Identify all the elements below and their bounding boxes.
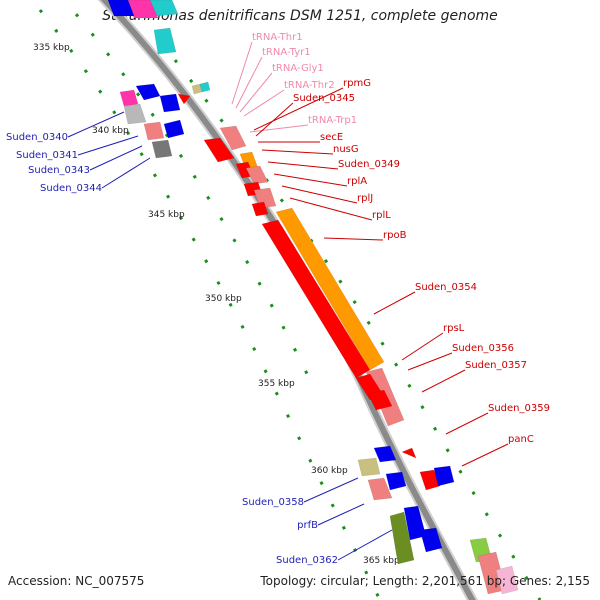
gene-block-pink-1 bbox=[143, 121, 165, 141]
label-suden_0354: Suden_0354 bbox=[415, 282, 477, 293]
leader-nusg bbox=[261, 149, 334, 155]
label-rpsl: rpsL bbox=[443, 323, 465, 334]
label-trna-thr1: tRNA-Thr1 bbox=[252, 32, 303, 43]
label-suden_0340: Suden_0340 bbox=[6, 132, 68, 143]
leader-suden_0345 bbox=[255, 102, 294, 137]
label-trna-thr2: tRNA-Thr2 bbox=[284, 80, 335, 91]
label-panc: panC bbox=[508, 434, 534, 445]
label-suden_0358: Suden_0358 bbox=[242, 497, 304, 508]
label-suden_0349: Suden_0349 bbox=[338, 159, 400, 170]
gene-block-red-tri bbox=[177, 93, 191, 105]
gene-block-blue-2 bbox=[135, 83, 161, 101]
leader-trna-thr2 bbox=[243, 89, 285, 117]
label-rplj: rplJ bbox=[357, 193, 373, 204]
label-suden_0357: Suden_0357 bbox=[465, 360, 527, 371]
gene-block-tan-2 bbox=[357, 457, 381, 477]
leader-trna-tyr1 bbox=[235, 56, 263, 109]
leader-suden_0357 bbox=[421, 369, 466, 393]
leader-panc bbox=[461, 443, 509, 467]
gene-block-red-6 bbox=[367, 389, 393, 411]
leader-suden_0358 bbox=[303, 477, 359, 503]
gene-block-pink-6 bbox=[367, 477, 393, 501]
leader-rpll bbox=[289, 197, 373, 221]
gene-block-orange-long bbox=[275, 207, 385, 371]
gene-block-blue-5 bbox=[373, 445, 397, 463]
leader-rpla bbox=[273, 173, 348, 187]
tick-label-2: 340 kbp bbox=[92, 126, 129, 136]
label-rpla: rplA bbox=[347, 176, 367, 187]
label-sece: secE bbox=[320, 132, 343, 143]
gene-block-lightpink bbox=[495, 565, 519, 595]
leader-suden_0356 bbox=[407, 352, 453, 371]
gene-block-red-4 bbox=[251, 201, 269, 217]
label-trna-trp1: tRNA-Trp1 bbox=[308, 115, 357, 126]
leader-prfb bbox=[317, 503, 365, 526]
gene-block-olive bbox=[389, 511, 415, 565]
gene-block-gray-1 bbox=[123, 103, 147, 125]
gene-block-magenta-2 bbox=[119, 89, 139, 107]
accession-text: Accession: NC_007575 bbox=[8, 574, 145, 588]
tick-label-7: 365 kbp bbox=[363, 556, 400, 566]
tick-label-1: 335 kbp bbox=[33, 43, 70, 53]
label-nusg: nusG bbox=[333, 144, 359, 155]
gene-block-red-tri-2 bbox=[401, 447, 417, 459]
label-suden_0341: Suden_0341 bbox=[16, 150, 78, 161]
leader-suden_0340 bbox=[67, 111, 125, 138]
leader-suden_0362 bbox=[337, 529, 393, 561]
gene-block-red-1 bbox=[203, 137, 235, 163]
leader-trna-trp1 bbox=[249, 124, 309, 133]
leader-trna-gly1 bbox=[239, 72, 273, 113]
leader-rplj bbox=[281, 185, 358, 204]
gene-block-red-long bbox=[261, 219, 371, 379]
leader-suden_0341 bbox=[77, 135, 139, 156]
label-suden_0344: Suden_0344 bbox=[40, 183, 102, 194]
gene-block-pink-2 bbox=[219, 125, 247, 151]
label-suden_0359: Suden_0359 bbox=[488, 403, 550, 414]
tick-label-4: 350 kbp bbox=[205, 294, 242, 304]
label-rpmg: rpmG bbox=[343, 78, 371, 89]
gene-block-cyan-2 bbox=[153, 27, 177, 55]
gene-block-blue-8 bbox=[419, 527, 443, 553]
label-rpob: rpoB bbox=[383, 230, 407, 241]
genome-summary-text: Topology: circular; Length: 2,201,561 bp… bbox=[260, 574, 590, 588]
leader-suden_0359 bbox=[445, 412, 489, 435]
label-trna-gly1: tRNA-Gly1 bbox=[272, 63, 324, 74]
gene-block-blue-3 bbox=[159, 93, 181, 113]
tick-guide-2 bbox=[62, 0, 312, 381]
leader-rpsl bbox=[401, 332, 444, 361]
label-suden_0356: Suden_0356 bbox=[452, 343, 514, 354]
label-prfb: prfB bbox=[297, 520, 318, 531]
leader-suden_0349 bbox=[267, 161, 339, 170]
gene-block-blue-4 bbox=[163, 119, 185, 139]
leader-rpob bbox=[323, 237, 384, 241]
map-title: Sulfurimonas denitrificans DSM 1251, com… bbox=[102, 8, 498, 24]
gene-block-cyan-3 bbox=[199, 81, 211, 93]
gene-block-pink-3 bbox=[245, 165, 269, 185]
tick-guide-1 bbox=[38, 9, 382, 600]
leader-suden_0343 bbox=[89, 145, 143, 171]
tick-label-6: 360 kbp bbox=[311, 466, 348, 476]
label-suden_0362: Suden_0362 bbox=[276, 555, 338, 566]
tick-label-3: 345 kbp bbox=[148, 210, 185, 220]
leader-trna-thr1 bbox=[231, 41, 253, 105]
gene-block-top-blue bbox=[107, 0, 135, 17]
gene-block-blue-9 bbox=[433, 465, 455, 487]
label-suden_0345: Suden_0345 bbox=[293, 93, 355, 104]
label-suden_0343: Suden_0343 bbox=[28, 165, 90, 176]
gene-block-blue-6 bbox=[385, 471, 407, 491]
gene-block-red-7 bbox=[419, 469, 441, 491]
leader-rpmg bbox=[253, 87, 344, 131]
leader-suden_0354 bbox=[373, 291, 416, 315]
label-trna-tyr1: tRNA-Tyr1 bbox=[262, 47, 311, 58]
tick-label-5: 355 kbp bbox=[258, 379, 295, 389]
gene-block-gray-2 bbox=[151, 139, 173, 159]
leader-suden_0344 bbox=[101, 157, 151, 189]
label-rpll: rplL bbox=[372, 210, 391, 221]
